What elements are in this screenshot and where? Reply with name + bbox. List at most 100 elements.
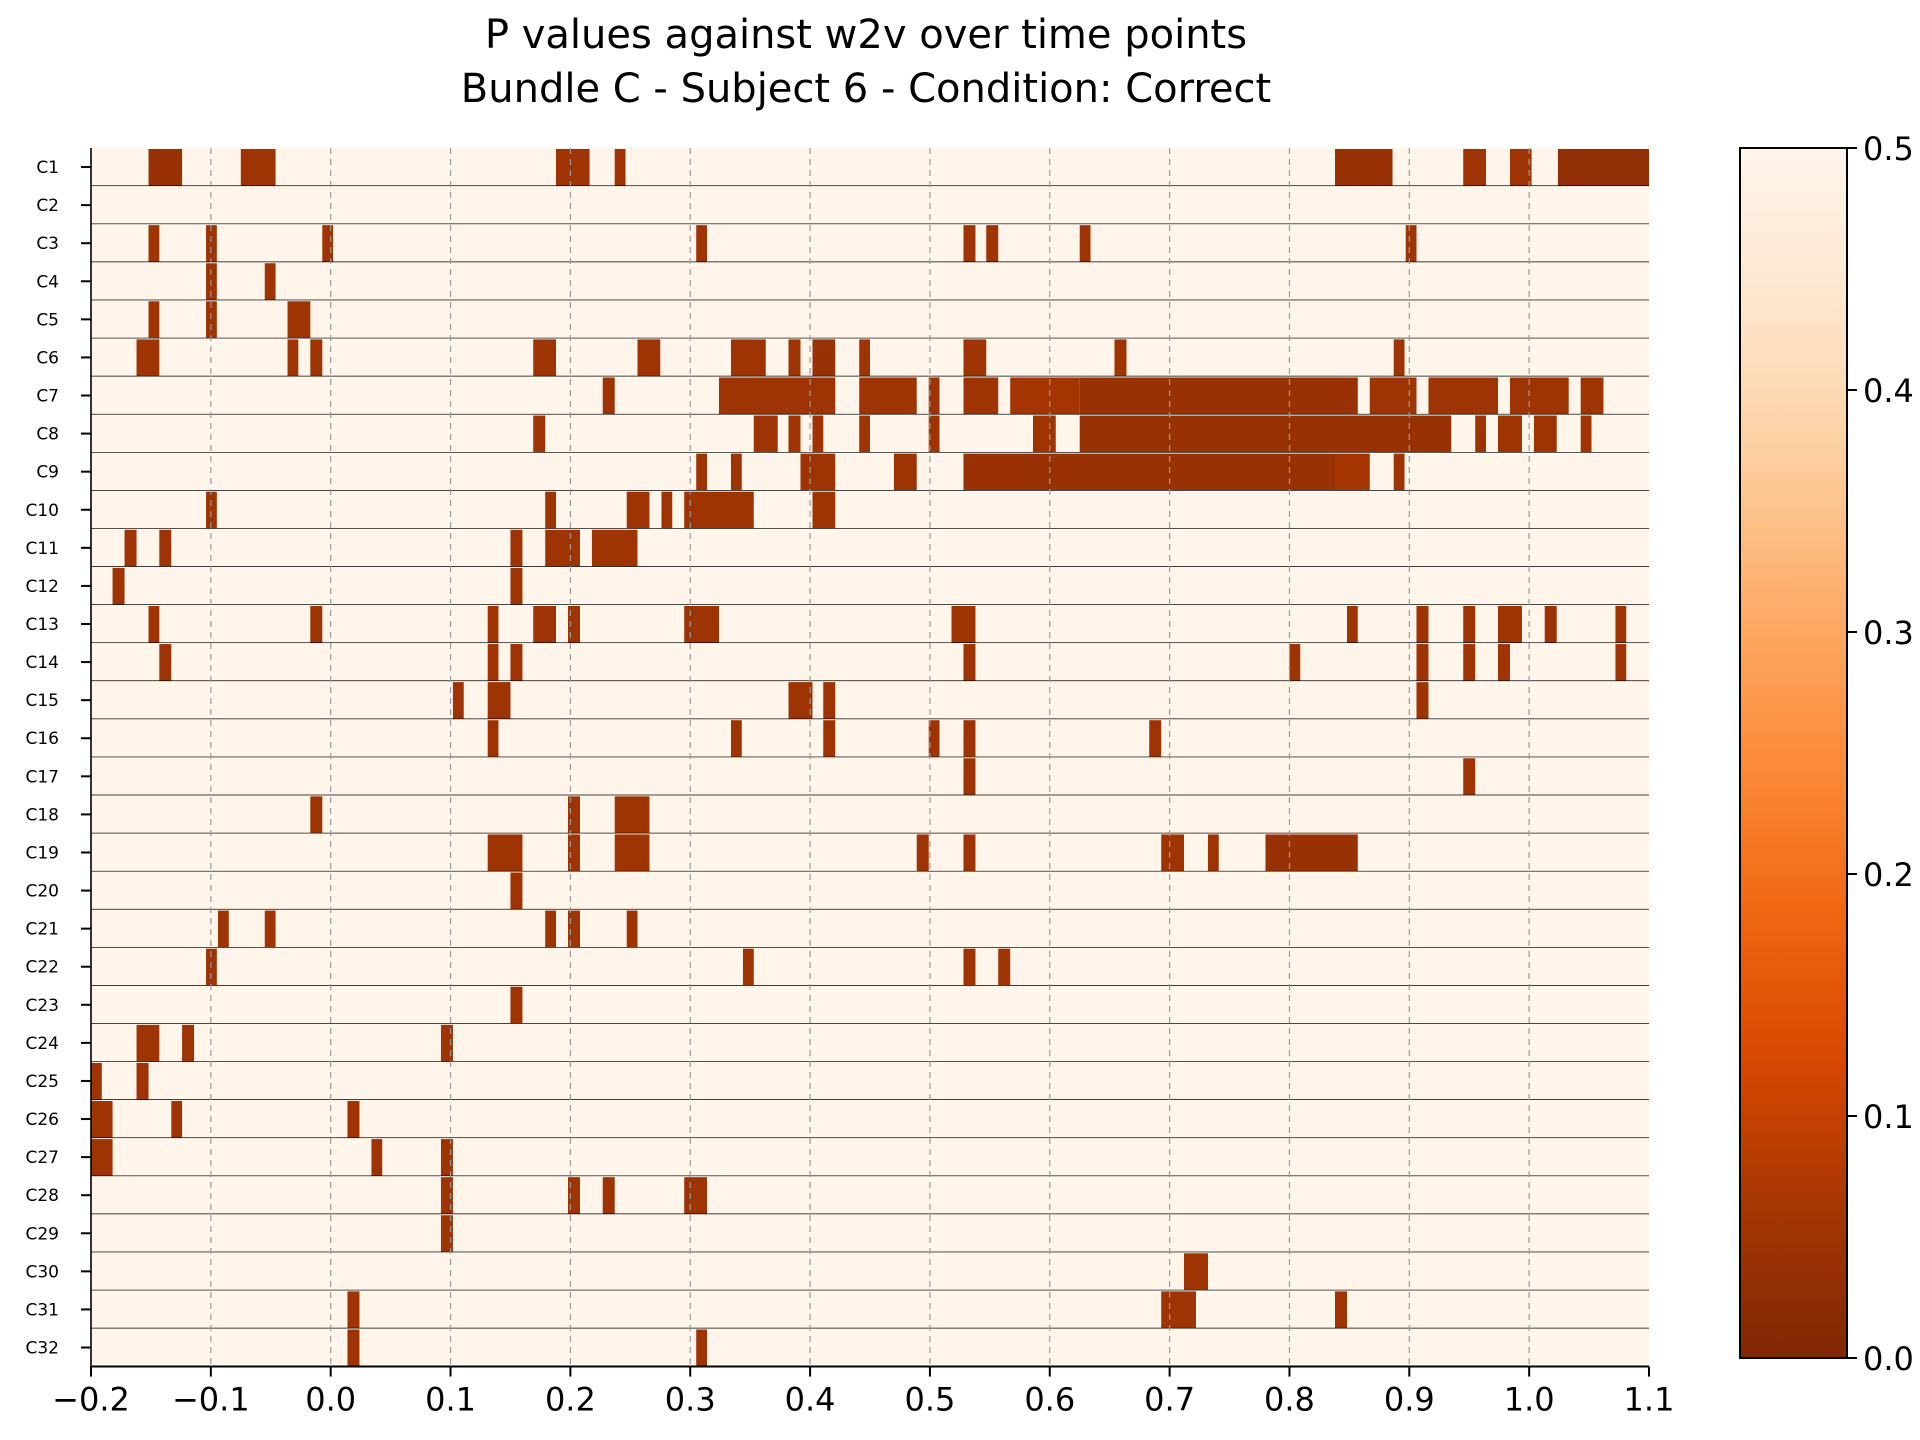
heatmap-cell xyxy=(556,149,590,186)
heatmap-cell xyxy=(264,263,276,300)
heatmap-cell xyxy=(218,910,229,948)
y-tick-label: C5 xyxy=(36,310,59,330)
heatmap-cell xyxy=(148,149,183,186)
heatmap-cell xyxy=(533,605,557,643)
heatmap-cell xyxy=(812,415,824,453)
heatmap-row-C6 xyxy=(91,338,1649,378)
heatmap-cell xyxy=(1405,225,1417,262)
row-background xyxy=(91,1176,1649,1215)
heatmap-cell xyxy=(963,339,987,376)
heatmap-cell xyxy=(812,491,836,529)
heatmap-cell xyxy=(730,720,742,757)
row-background xyxy=(91,1061,1649,1100)
heatmap-row-C19 xyxy=(91,833,1649,873)
heatmap-rows xyxy=(91,148,1649,1368)
x-tick-label: 0.4 xyxy=(785,1381,836,1419)
row-background xyxy=(91,186,1649,225)
heatmap-cell xyxy=(1335,149,1393,186)
heatmap-cell xyxy=(1393,339,1405,376)
heatmap-cell xyxy=(487,644,499,681)
heatmap-cell xyxy=(1509,377,1569,415)
row-background xyxy=(91,719,1649,758)
heatmap-cell xyxy=(753,415,778,453)
heatmap-cell xyxy=(1416,605,1429,643)
y-tick-label: C26 xyxy=(25,1110,59,1130)
x-tick-label: −0.1 xyxy=(172,1381,250,1419)
x-tick-label: 0.1 xyxy=(425,1381,476,1419)
x-tick-label: 1.0 xyxy=(1504,1381,1555,1419)
row-background xyxy=(91,1214,1649,1253)
heatmap-row-C30 xyxy=(91,1252,1649,1292)
heatmap-cell xyxy=(1615,605,1627,643)
heatmap-cell xyxy=(206,491,217,529)
heatmap-row-C12 xyxy=(91,566,1649,606)
y-tick-label: C8 xyxy=(36,425,59,445)
heatmap-cell xyxy=(91,1139,113,1176)
heatmap-cell xyxy=(1463,605,1476,643)
heatmap-row-C7 xyxy=(91,376,1649,416)
heatmap-cell xyxy=(1428,377,1498,415)
heatmap-cell xyxy=(812,339,836,376)
y-tick-label: C21 xyxy=(25,920,59,940)
heatmap-cell xyxy=(136,339,160,376)
y-tick-label: C4 xyxy=(36,272,59,292)
heatmap-cell xyxy=(545,529,580,567)
heatmap-row-C32 xyxy=(91,1328,1649,1368)
heatmap-cell xyxy=(614,834,650,872)
heatmap-cell xyxy=(545,491,557,529)
row-background xyxy=(91,833,1649,872)
heatmap-cell xyxy=(1416,644,1429,681)
heatmap-cell xyxy=(440,1177,453,1214)
heatmap-cell xyxy=(742,948,754,986)
row-background xyxy=(91,1328,1649,1367)
heatmap-cell xyxy=(1393,453,1405,491)
heatmap-cell xyxy=(347,1291,360,1328)
heatmap-cell xyxy=(614,149,626,186)
heatmap-cell xyxy=(730,453,742,491)
heatmap-cell xyxy=(510,567,523,605)
y-tick-label: C28 xyxy=(25,1186,59,1206)
chart-title-line-1: P values against w2v over time points xyxy=(485,12,1247,58)
x-tick-label: 0.3 xyxy=(665,1381,716,1419)
heatmap-cell xyxy=(893,453,917,491)
heatmap-cell xyxy=(91,1062,102,1100)
row-background xyxy=(91,148,1649,187)
row-background xyxy=(91,643,1649,682)
heatmap-cell xyxy=(1161,1291,1196,1328)
y-tick-label: C30 xyxy=(25,1262,59,1282)
y-tick-label: C27 xyxy=(25,1148,59,1168)
y-tick-label: C18 xyxy=(25,805,59,825)
y-tick-label: C2 xyxy=(36,196,59,216)
colorbar-tick-label: 0.2 xyxy=(1863,856,1914,894)
heatmap-cell xyxy=(148,605,160,643)
x-tick-label: 0.2 xyxy=(545,1381,596,1419)
heatmap-row-C27 xyxy=(91,1138,1649,1177)
row-background xyxy=(91,1138,1649,1177)
heatmap-cell xyxy=(963,720,976,757)
heatmap-cell xyxy=(684,605,719,643)
heatmap-cell xyxy=(1509,149,1532,186)
heatmap-cell xyxy=(1463,758,1476,795)
row-background xyxy=(91,795,1649,834)
heatmap-cell xyxy=(510,986,523,1024)
heatmap-cell xyxy=(800,453,836,491)
y-tick-label: C10 xyxy=(25,501,59,521)
heatmap-cell xyxy=(287,301,311,338)
heatmap-cell xyxy=(1416,682,1429,719)
colorbar-tick-label: 0.3 xyxy=(1863,614,1914,652)
heatmap-cell xyxy=(159,529,172,567)
heatmap-cell xyxy=(1010,377,1080,415)
heatmap-cell xyxy=(136,1024,160,1062)
row-background xyxy=(91,528,1649,567)
y-tick-label: C14 xyxy=(25,653,59,673)
row-background xyxy=(91,1290,1649,1329)
heatmap-cell xyxy=(371,1139,383,1176)
heatmap-row-C29 xyxy=(91,1214,1649,1254)
y-axis: C1 C2 C3 C4 C5 C6 C7 C8 C9 C10 C11 C12 C13 C14 C15 C16 C… xyxy=(25,148,92,1368)
heatmap-cell xyxy=(182,1024,195,1062)
heatmap-cell xyxy=(124,529,137,567)
y-tick-label: C29 xyxy=(25,1224,59,1244)
heatmap-cell xyxy=(859,415,870,453)
heatmap-row-C31 xyxy=(91,1290,1649,1330)
